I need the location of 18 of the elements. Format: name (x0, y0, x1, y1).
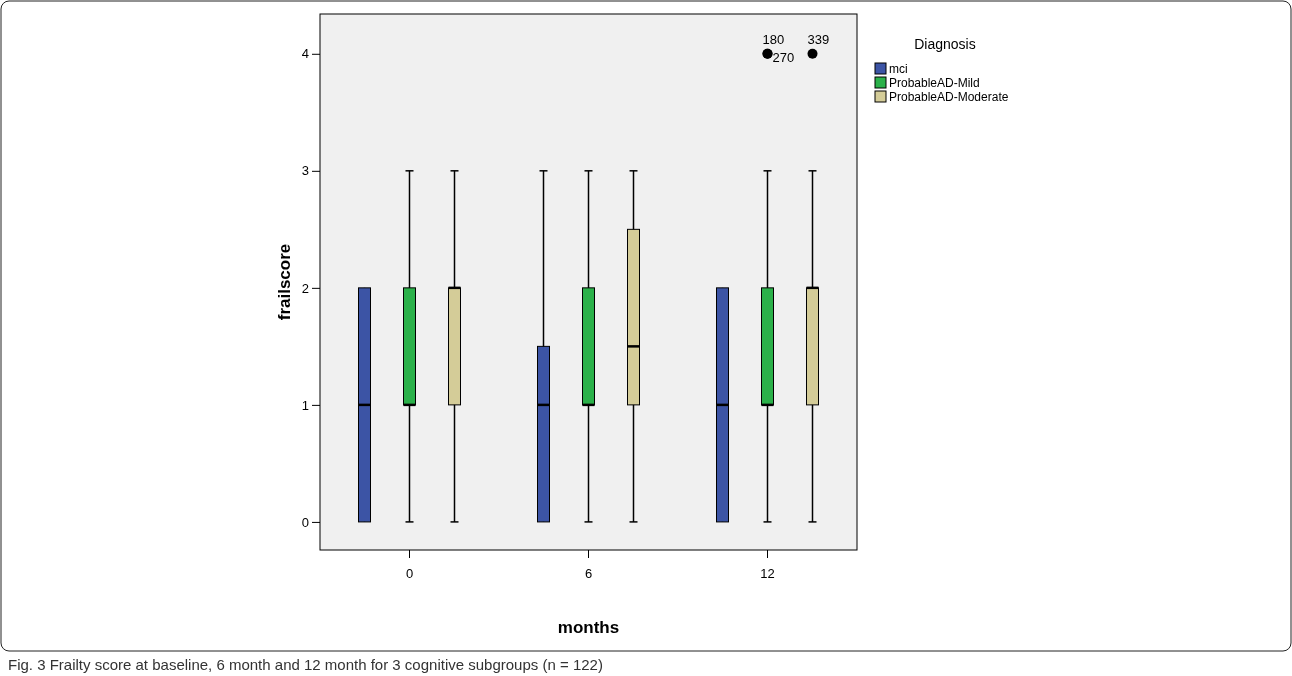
legend-label: ProbableAD-Mild (889, 76, 980, 90)
y-tick-label: 2 (301, 280, 309, 296)
legend-label: mci (889, 62, 908, 76)
legend-label: ProbableAD-Moderate (889, 90, 1009, 104)
x-tick-label: 12 (760, 565, 775, 581)
legend-title: Diagnosis (914, 36, 976, 52)
y-tick-label: 4 (301, 46, 309, 62)
y-tick-label: 3 (301, 163, 309, 179)
x-axis-title: months (557, 618, 620, 637)
y-axis-title: frailscore (275, 243, 294, 321)
annotation: 180 (762, 31, 785, 47)
y-tick-label: 1 (301, 397, 309, 413)
caption: Fig. 3 Frailty score at baseline, 6 month and 12 month for 3 cognitive subgroups (n = 122) (8, 656, 603, 673)
y-tick-label: 0 (301, 514, 309, 530)
x-tick-label: 0 (405, 565, 414, 581)
x-tick-label: 6 (584, 565, 593, 581)
annotation: 339 (807, 31, 830, 47)
annotation: 270 (772, 49, 795, 65)
